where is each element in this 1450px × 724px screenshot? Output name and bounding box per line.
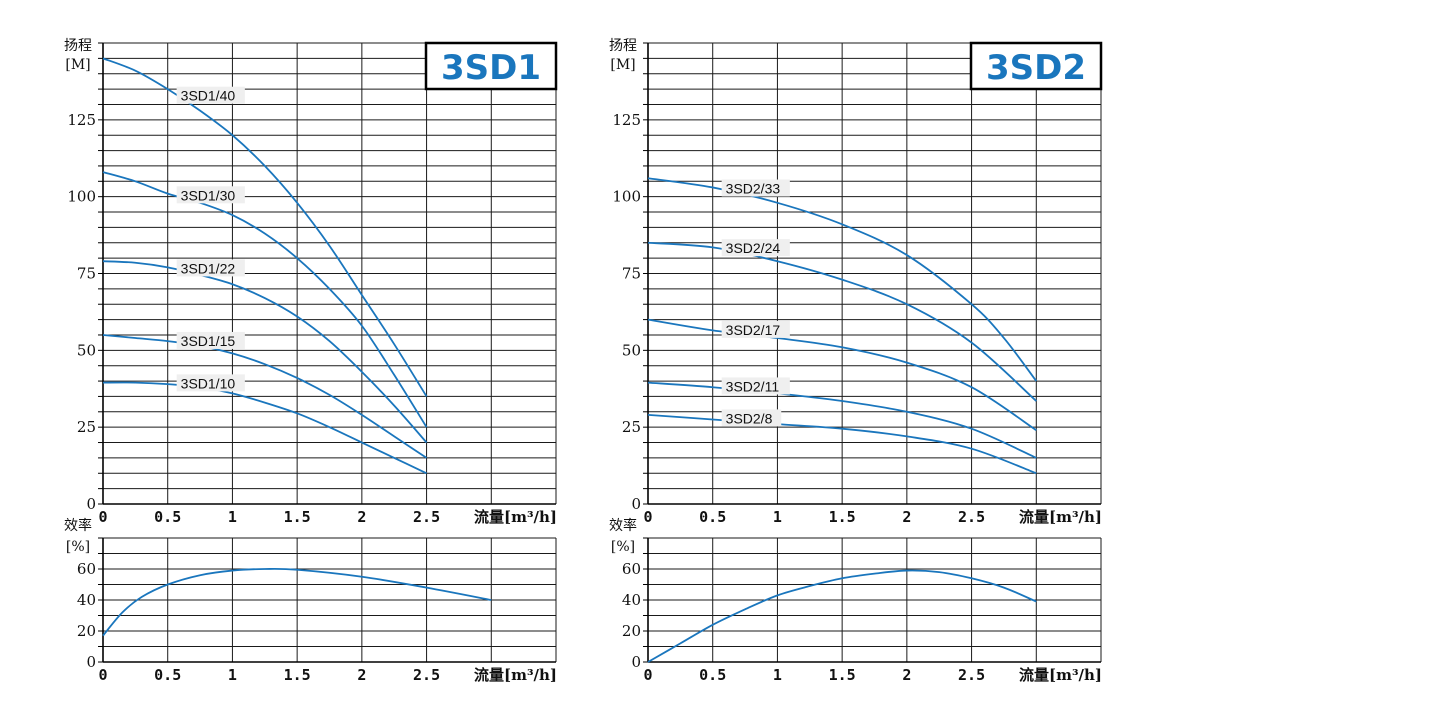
eff-y-tick-label: 20 <box>77 622 96 640</box>
head-x-tick-label: 1 <box>228 508 237 526</box>
head-x-label: 流量[m³/h] <box>1019 508 1102 526</box>
head-curve-3sd2-11 <box>647 381 1037 459</box>
eff-y-unit: [%] <box>611 539 635 555</box>
head-y-tick-label: 100 <box>612 188 641 206</box>
curve-label-bg <box>721 409 782 427</box>
eff-y-tick-label: 0 <box>631 653 641 671</box>
eff-x-label: 流量[m³/h] <box>1019 666 1102 684</box>
eff-x-tick-label: 1 <box>773 666 782 684</box>
curve-label: 3SD2/33 <box>726 181 781 197</box>
eff-x-tick-label: 2.5 <box>958 666 985 684</box>
curve-label: 3SD1/15 <box>181 333 236 349</box>
head-y-tick-label: 125 <box>612 111 641 129</box>
curve-label: 3SD2/8 <box>726 410 773 426</box>
head-curve-3sd2-8 <box>647 413 1037 475</box>
head-x-tick-label: 0.5 <box>154 508 181 526</box>
head-chart: 0 25 50 75 100 125 0 0.5 1 1.5 2 2.5 扬程 [M] 流量[m³/h] 3S… <box>64 38 558 526</box>
eff-x-tick-label: 2.5 <box>413 666 440 684</box>
curve-label: 3SD2/11 <box>726 378 780 394</box>
head-curve-3sd1-40 <box>102 57 428 397</box>
head-y-tick-label: 75 <box>77 265 96 283</box>
head-curve-3sd2-33 <box>647 177 1038 382</box>
curve-label-bg <box>721 179 790 197</box>
head-x-tick-label: 0 <box>98 508 107 526</box>
eff-y-tick-label: 40 <box>77 591 96 609</box>
head-y-tick-label: 25 <box>77 418 96 436</box>
efficiency-curve <box>647 569 1037 663</box>
curve-label: 3SD2/17 <box>726 322 781 338</box>
head-curve-3sd2-24 <box>647 241 1037 402</box>
eff-x-tick-label: 2 <box>902 666 911 684</box>
head-x-tick-label: 2 <box>902 508 911 526</box>
model-badge <box>424 41 558 91</box>
head-x-tick-label: 1 <box>773 508 782 526</box>
head-y-tick-label: 125 <box>67 111 96 129</box>
eff-x-tick-label: 0 <box>98 666 107 684</box>
head-chart: 0 25 50 75 100 125 0 0.5 1 1.5 2 2.5 扬程 [M] 流量[m³/h] 3S… <box>609 38 1103 526</box>
eff-y-label: 效率 <box>609 517 637 534</box>
eff-x-tick-label: 1.5 <box>829 666 856 684</box>
curve-label-bg <box>721 320 790 338</box>
head-y-tick-label: 25 <box>622 418 641 436</box>
curve-label: 3SD2/24 <box>726 240 781 256</box>
curve-label-bg <box>176 374 245 392</box>
curve-label: 3SD1/10 <box>181 375 236 391</box>
head-curve-3sd1-22 <box>102 260 428 444</box>
model-badge <box>969 41 1103 91</box>
eff-y-tick-label: 40 <box>622 591 641 609</box>
head-x-tick-label: 1.5 <box>829 508 856 526</box>
head-x-tick-label: 2.5 <box>958 508 985 526</box>
head-curve-3sd2-17 <box>647 318 1037 431</box>
head-x-tick-label: 1.5 <box>284 508 311 526</box>
efficiency-curve <box>102 567 492 637</box>
head-y-label: 扬程 <box>64 38 92 54</box>
eff-y-tick-label: 20 <box>622 622 641 640</box>
eff-x-tick-label: 2 <box>357 666 366 684</box>
curve-label-bg <box>721 239 790 257</box>
curve-label: 3SD1/30 <box>181 187 236 203</box>
eff-y-tick-label: 60 <box>622 560 641 578</box>
head-y-label: 扬程 <box>609 38 637 54</box>
efficiency-chart: 0 20 40 60 0 0.5 1 1.5 2 2.5 效率 [%] 流量[m³/h] <box>64 517 557 684</box>
eff-x-tick-label: 1.5 <box>284 666 311 684</box>
efficiency-chart: 0 20 40 60 0 0.5 1 1.5 2 2.5 效率 [%] 流量[m³/h] <box>609 517 1102 684</box>
model-badge-text: 3SD2 <box>986 48 1086 88</box>
head-curve-3sd1-15 <box>102 334 428 459</box>
curve-label: 3SD1/40 <box>181 88 236 104</box>
eff-x-tick-label: 0 <box>643 666 652 684</box>
head-y-tick-label: 0 <box>86 495 96 513</box>
curve-label-bg <box>176 259 245 277</box>
eff-x-tick-label: 1 <box>228 666 237 684</box>
eff-y-tick-label: 0 <box>86 653 96 671</box>
head-x-tick-label: 2.5 <box>413 508 440 526</box>
head-x-tick-label: 2 <box>357 508 366 526</box>
head-x-tick-label: 0 <box>643 508 652 526</box>
head-x-tick-label: 0.5 <box>699 508 726 526</box>
curve-label-bg <box>176 186 245 204</box>
curve-label-bg <box>176 331 245 349</box>
head-curve-3sd1-10 <box>102 381 427 475</box>
eff-x-tick-label: 0.5 <box>699 666 726 684</box>
curve-label-bg <box>176 86 245 104</box>
head-y-unit: [M] <box>65 57 90 73</box>
head-x-label: 流量[m³/h] <box>474 508 557 526</box>
eff-y-label: 效率 <box>64 517 92 534</box>
head-y-tick-label: 0 <box>631 495 641 513</box>
head-y-tick-label: 75 <box>622 265 641 283</box>
head-y-tick-label: 50 <box>622 341 641 359</box>
curve-label-bg <box>721 377 790 395</box>
eff-x-tick-label: 0.5 <box>154 666 181 684</box>
head-curve-3sd1-30 <box>102 171 428 428</box>
head-y-unit: [M] <box>610 57 635 73</box>
model-badge-text: 3SD1 <box>441 48 541 88</box>
eff-y-unit: [%] <box>66 539 90 555</box>
curve-label: 3SD1/22 <box>181 260 236 276</box>
eff-x-label: 流量[m³/h] <box>474 666 557 684</box>
eff-y-tick-label: 60 <box>77 560 96 578</box>
head-y-tick-label: 50 <box>77 341 96 359</box>
head-y-tick-label: 100 <box>67 188 96 206</box>
